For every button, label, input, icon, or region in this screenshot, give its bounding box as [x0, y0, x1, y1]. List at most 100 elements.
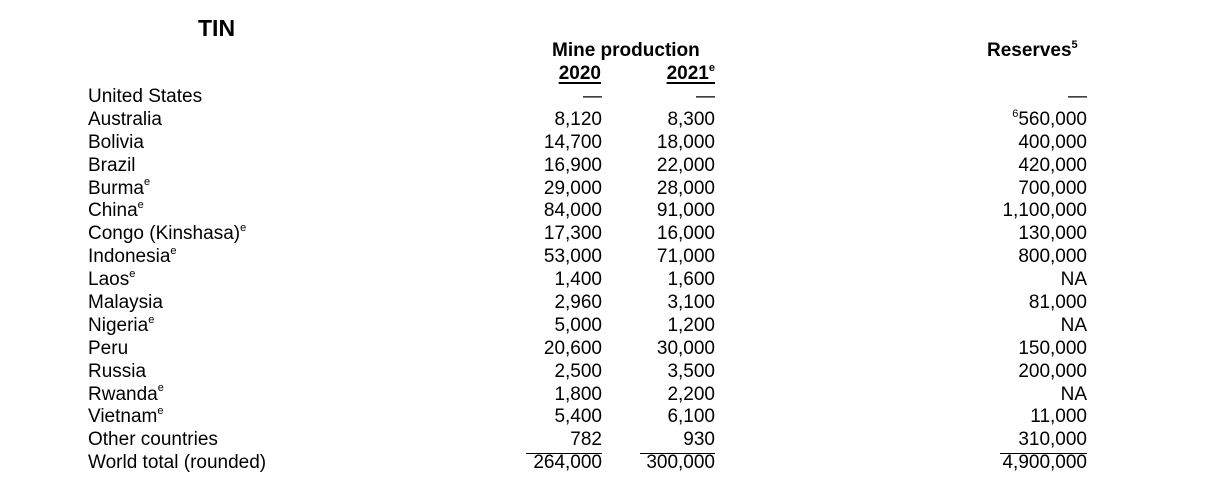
reserves-cell: 200,000 [1018, 361, 1087, 384]
mine-production-header: Mine production [552, 40, 700, 61]
table-row: Vietname 5,400 6,100 11,000 [0, 406, 1228, 429]
reserves-value: NA [1060, 314, 1087, 336]
reserves-value: 700,000 [1018, 177, 1087, 199]
country-label: Nigeria [88, 314, 149, 336]
production-2021-cell: 8,300 [667, 108, 715, 130]
production-2021-cell: — [696, 86, 715, 107]
other-countries-underline-2020 [526, 453, 602, 454]
country-footnote-marker: e [240, 222, 247, 235]
production-2021-cell: 91,000 [656, 200, 715, 222]
country-name: Bolivia [88, 132, 144, 155]
production-2021-cell: 18,000 [656, 131, 715, 153]
reserves-cell: 150,000 [1018, 338, 1087, 361]
reserves-value: 150,000 [1018, 337, 1087, 359]
reserves-value: 400,000 [1018, 131, 1087, 153]
country-name: Chinae [88, 200, 144, 223]
country-label: Vietnam [88, 406, 158, 428]
year-2021-header: 2021e [661, 61, 715, 85]
country-label: Russia [88, 360, 147, 382]
country-name: Malaysia [88, 292, 163, 315]
production-2020-cell: 29,000 [543, 177, 602, 199]
production-2020-cell: 1,800 [554, 383, 602, 405]
reserves-cell: — [1068, 86, 1087, 109]
country-name: Rwandae [88, 383, 164, 407]
production-2020-cell: 1,400 [554, 269, 602, 291]
country-label: World total (rounded) [88, 452, 267, 474]
production-2020-cell: 2,500 [554, 360, 602, 382]
reserves-value: NA [1060, 383, 1087, 405]
production-2020-cell: — [583, 86, 602, 107]
country-footnote-marker: e [157, 405, 164, 418]
page-title: TIN [198, 15, 236, 41]
other-countries-underline-reserves [1000, 453, 1087, 454]
country-label: Congo (Kinshasa) [88, 223, 241, 245]
reserves-cell: 6560,000 [1012, 107, 1087, 132]
reserves-value: 4,900,000 [1002, 452, 1087, 474]
production-2021-cell: 30,000 [656, 337, 715, 359]
country-label: Indonesia [88, 246, 171, 268]
reserves-value: 81,000 [1028, 292, 1087, 314]
country-name: World total (rounded) [88, 452, 266, 475]
production-2021-cell: 71,000 [656, 246, 715, 268]
production-2020-cell: 2,960 [554, 292, 602, 314]
table-row: Burmae 29,000 28,000 700,000 [0, 176, 1228, 201]
reserves-cell-footnote-marker: 6 [1012, 107, 1019, 120]
table-row: Laose 1,400 1,600 NA [0, 267, 1228, 292]
table-row: Other countries 782 930 310,000 [0, 429, 1228, 452]
tin-table-body: United States — — — Australia 8,120 8,300 6560,… [0, 86, 1228, 475]
reserves-footnote-marker: 5 [1071, 38, 1078, 51]
reserves-cell: 420,000 [1018, 155, 1087, 178]
country-name: Vietname [88, 406, 163, 429]
reserves-cell: 4,900,000 [1002, 452, 1087, 475]
reserves-value: 130,000 [1018, 223, 1087, 245]
production-2021-cell: 930 [683, 429, 715, 451]
reserves-value: 11,000 [1030, 406, 1087, 428]
reserves-value: 200,000 [1018, 360, 1087, 382]
country-footnote-marker: e [148, 313, 155, 326]
table-row: Indonesiae 53,000 71,000 800,000 [0, 244, 1228, 269]
reserves-cell: 310,000 [1018, 429, 1087, 452]
country-name: Peru [88, 338, 128, 361]
country-footnote-marker: e [143, 176, 151, 189]
production-2021-cell: 6,100 [667, 406, 715, 428]
table-row: Chinae 84,000 91,000 1,100,000 [0, 200, 1228, 223]
country-label: China [88, 200, 138, 222]
table-row: Rwandae 1,800 2,200 NA [0, 383, 1228, 407]
country-footnote-marker: e [129, 267, 136, 280]
production-2020-cell: 16,900 [543, 154, 602, 176]
country-label: Peru [88, 337, 129, 359]
reserves-value: 560,000 [1018, 108, 1087, 130]
other-countries-underline-2021 [640, 453, 715, 454]
reserves-header: Reserves5 [987, 38, 1078, 62]
country-name: Russia [88, 361, 146, 384]
country-footnote-marker: e [170, 244, 177, 257]
production-2021-cell: 3,100 [667, 292, 715, 314]
country-label: Brazil [88, 154, 136, 176]
table-row: Nigeriae 5,000 1,200 NA [0, 313, 1228, 338]
production-2020-cell: 5,000 [554, 314, 602, 336]
country-name: Indonesiae [88, 244, 177, 269]
reserves-cell: NA [1061, 384, 1087, 407]
reserves-cell: 700,000 [1018, 178, 1087, 201]
estimated-footnote-marker: e [708, 61, 715, 74]
production-2021-cell: 3,500 [667, 360, 715, 382]
country-name: United States [88, 86, 202, 109]
country-name: Burmae [88, 176, 151, 201]
production-2020-cell: 782 [570, 429, 602, 451]
production-2020-cell: 20,600 [543, 337, 602, 359]
reserves-value: 1,100,000 [1002, 200, 1087, 222]
reserves-cell: NA [1061, 269, 1087, 292]
table-row: United States — — — [0, 86, 1228, 109]
country-name: Congo (Kinshasa)e [88, 223, 246, 246]
reserves-cell: 800,000 [1018, 246, 1087, 269]
country-label: Bolivia [88, 131, 144, 153]
country-name: Nigeriae [88, 313, 155, 338]
production-2020-cell: 84,000 [543, 200, 602, 222]
reserves-cell: NA [1061, 315, 1087, 338]
country-label: Burma [88, 177, 144, 199]
production-2021-cell: 2,200 [667, 383, 715, 405]
production-2020-cell: 53,000 [543, 246, 602, 268]
production-2021-cell: 22,000 [656, 154, 715, 176]
country-name: Brazil [88, 155, 136, 178]
country-label: Rwanda [88, 383, 158, 405]
